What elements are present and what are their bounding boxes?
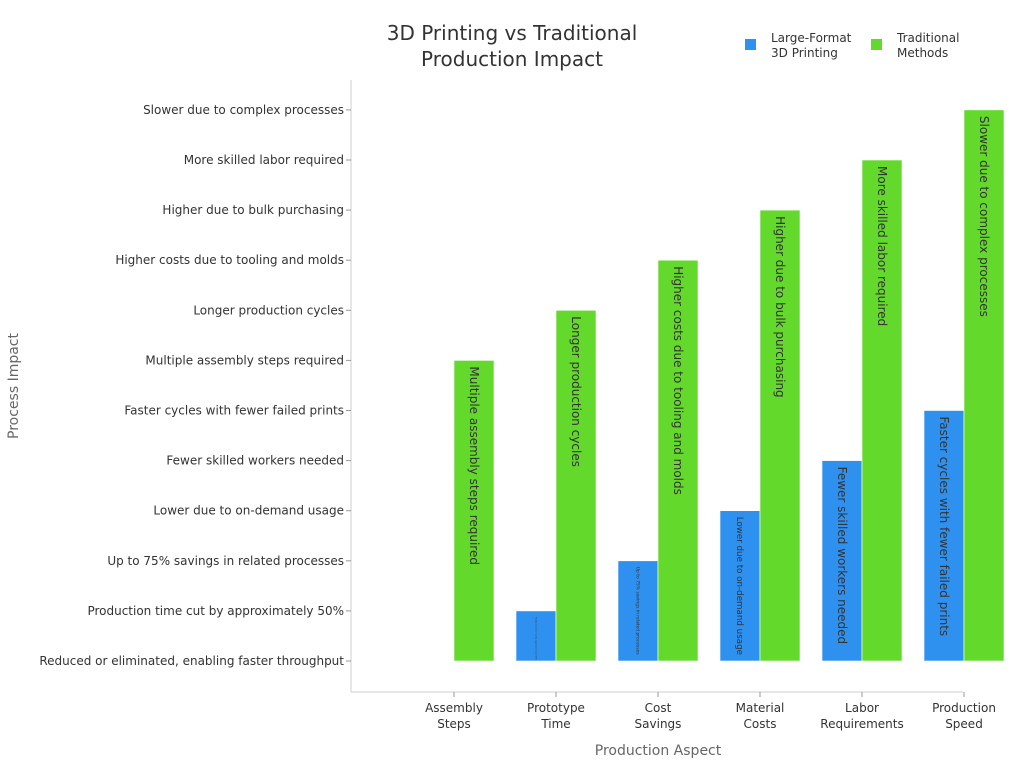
x-tick-label: Assembly (425, 701, 483, 715)
legend: Large-Format 3D Printing Traditional Met… (745, 31, 959, 60)
y-tick-label: Production time cut by approximately 50% (87, 604, 344, 618)
x-tick-label: Savings (635, 717, 682, 731)
bar-rect (861, 159, 903, 662)
x-tick-label: Prototype (527, 701, 585, 715)
bar-data-label: More skilled labor required (875, 166, 889, 326)
x-tick-label: Cost (645, 701, 672, 715)
x-ticks: Assembly Steps Prototype Time Cost Savings Mat… (425, 692, 996, 731)
bar-rect (821, 460, 863, 662)
y-tick-label: Faster cycles with fewer failed prints (124, 404, 344, 418)
y-tick-label: Lower due to on-demand usage (153, 504, 344, 518)
bar-rect (923, 410, 965, 662)
x-tick-label: Production (932, 701, 996, 715)
bar-3d-printing-material-costs: Lower due to on-demand usage (719, 510, 761, 662)
bar-traditional-cost-savings: Higher costs due to tooling and molds (657, 259, 699, 662)
bar-data-label: Fewer skilled workers needed (835, 467, 849, 645)
bar-data-label: Faster cycles with fewer failed prints (937, 417, 951, 637)
bar-rect (759, 209, 801, 662)
bar-data-label: Longer production cycles (569, 316, 583, 467)
legend-swatch-traditional (871, 39, 882, 50)
bar-3d-printing-labor-requirements: Fewer skilled workers needed (821, 460, 863, 662)
bar-traditional-prototype-time: Longer production cycles (555, 309, 597, 662)
bar-3d-printing-production-speed: Faster cycles with fewer failed prints (923, 410, 965, 662)
axes (350, 80, 963, 693)
bar-data-label: Slower due to complex processes (977, 116, 991, 317)
y-tick-label: Fewer skilled workers needed (166, 454, 344, 468)
y-tick-label: Up to 75% savings in related processes (107, 554, 344, 568)
y-tick-label: Slower due to complex processes (143, 103, 344, 117)
bar-3d-printing-prototype-time: Production time cut by approximately 50% (515, 610, 557, 662)
bar-data-label: Production time cut by approximately 50% (534, 617, 537, 660)
bar-traditional-assembly-steps: Multiple assembly steps required (453, 360, 495, 662)
bar-rect (657, 259, 699, 662)
bar-data-label: Higher due to bulk purchasing (773, 216, 787, 398)
y-tick-label: Higher costs due to tooling and molds (115, 253, 344, 267)
legend-label-traditional-line-2: Methods (897, 46, 948, 60)
bar-data-label: Lower due to on-demand usage (734, 517, 744, 655)
legend-label-traditional-line-1: Traditional (896, 31, 959, 45)
y-tick-label: Multiple assembly steps required (145, 353, 344, 367)
x-axis-label: Production Aspect (595, 743, 722, 759)
legend-label-3d-printing-line-1: Large-Format (771, 31, 852, 45)
bar-rect (515, 610, 557, 662)
x-tick-label: Material (736, 701, 785, 715)
chart-title-line-2: Production Impact (421, 47, 603, 71)
bars: Multiple assembly steps required Producti… (453, 109, 1005, 662)
x-tick-label: Steps (437, 717, 471, 731)
y-tick-label: Longer production cycles (193, 303, 344, 317)
bar-3d-printing-cost-savings: Up to 75% savings in related processes (617, 560, 659, 662)
x-tick-label: Speed (945, 717, 983, 731)
bar-rect (555, 309, 597, 662)
x-tick-label: Requirements (820, 717, 903, 731)
bar-rect (963, 109, 1005, 662)
bar-rect (719, 510, 761, 662)
y-tick-label: More skilled labor required (184, 153, 344, 167)
bar-traditional-labor-requirements: More skilled labor required (861, 159, 903, 662)
legend-label-3d-printing-line-2: 3D Printing (771, 46, 838, 60)
chart-title: 3D Printing vs Traditional Production Im… (387, 21, 638, 71)
x-tick-label: Costs (744, 717, 777, 731)
y-axis-label: Process Impact (6, 333, 22, 439)
chart-title-line-1: 3D Printing vs Traditional (387, 21, 638, 45)
bar-data-label: Higher costs due to tooling and molds (671, 266, 685, 495)
bar-data-label: Multiple assembly steps required (467, 366, 481, 565)
bar-traditional-production-speed: Slower due to complex processes (963, 109, 1005, 662)
bar-rect (453, 360, 495, 662)
y-tick-label: Higher due to bulk purchasing (162, 203, 344, 217)
y-tick-label: Reduced or eliminated, enabling faster t… (39, 654, 344, 668)
x-tick-label: Labor (845, 701, 879, 715)
x-tick-label: Time (540, 717, 570, 731)
y-ticks: Reduced or eliminated, enabling faster t… (39, 103, 351, 668)
bar-traditional-material-costs: Higher due to bulk purchasing (759, 209, 801, 662)
bar-data-label: Up to 75% savings in related processes (634, 567, 640, 656)
legend-swatch-3d-printing (745, 39, 756, 50)
